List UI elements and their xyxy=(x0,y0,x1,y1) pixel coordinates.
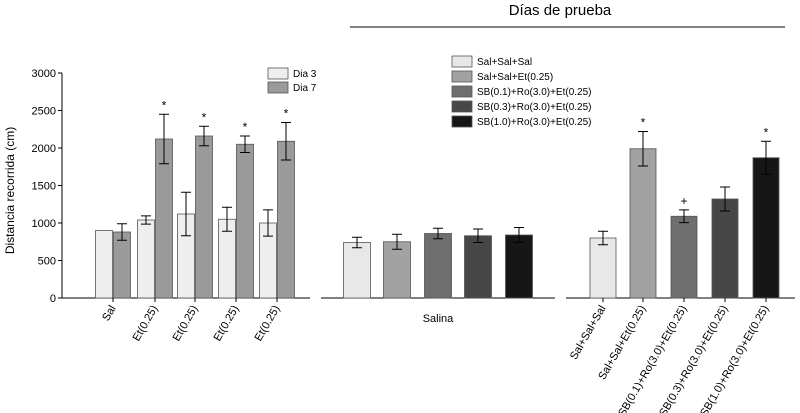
y-tick-label: 1000 xyxy=(32,218,56,230)
error-bar xyxy=(181,191,191,237)
error-bar xyxy=(240,135,250,153)
error-bar xyxy=(514,227,524,243)
bar xyxy=(629,148,657,299)
category-group: * Et(0.25) xyxy=(171,110,213,343)
error-bar xyxy=(117,223,127,241)
error-bar xyxy=(720,186,730,212)
error-bar xyxy=(199,125,209,147)
category-group: * Et(0.25) xyxy=(212,120,254,343)
legend-swatch xyxy=(451,85,473,98)
error-bar xyxy=(263,209,273,237)
error-bar xyxy=(392,233,402,250)
x-tick-label: Et(0.25) xyxy=(131,304,161,344)
bar xyxy=(505,234,533,299)
bar xyxy=(195,135,213,299)
error-bar xyxy=(159,113,169,165)
y-axis-label: Distancia recorrida (cm) xyxy=(3,127,17,254)
x-tick-label: Et(0.25) xyxy=(253,304,283,344)
error-bar xyxy=(352,236,362,249)
significance-mark: * xyxy=(243,120,248,134)
error-bar xyxy=(761,140,771,175)
x-tick-label: Sal xyxy=(100,304,118,324)
x-tick-label: Sal+Sal+Sal xyxy=(568,304,609,362)
legend-swatch xyxy=(451,55,473,68)
error-bar xyxy=(598,230,608,246)
y-tick-label: 0 xyxy=(50,293,56,305)
panel-treatments: Sal+Sal+Sal*Sal+Sal+Et(0.25)+SB(0.1)+Ro(… xyxy=(566,116,795,413)
error-bar xyxy=(679,209,689,224)
legend-label: Dia 7 xyxy=(293,83,317,94)
significance-mark: * xyxy=(162,98,167,112)
bar xyxy=(343,242,371,299)
y-tick-label: 2000 xyxy=(32,143,56,155)
bar xyxy=(589,237,617,299)
legend-label: SB(0.3)+Ro(3.0)+Et(0.25) xyxy=(477,102,592,113)
error-bar xyxy=(473,228,483,243)
bar xyxy=(424,233,452,299)
y-tick-label: 500 xyxy=(38,256,56,268)
legend-swatch xyxy=(267,67,289,80)
y-tick-label: 2500 xyxy=(32,106,56,118)
error-bar xyxy=(141,215,151,225)
x-axis-label: Salina xyxy=(423,313,454,325)
significance-mark: * xyxy=(284,107,289,121)
legend-label: Sal+Sal+Et(0.25) xyxy=(477,72,553,83)
error-bar xyxy=(638,131,648,167)
legend-label: Dia 3 xyxy=(293,69,317,80)
bar xyxy=(236,143,254,299)
bar xyxy=(752,157,780,299)
category-group: Sal xyxy=(95,223,131,324)
error-bar xyxy=(222,206,232,232)
x-tick-label: SB(1.0)+Ro(3.0)+Et(0.25) xyxy=(698,304,771,413)
bar xyxy=(670,215,698,299)
significance-mark: + xyxy=(680,194,687,208)
bar xyxy=(95,230,113,299)
x-tick-label: Et(0.25) xyxy=(212,304,242,344)
panel-salina: Salina Sal+Sal+Sal Sal+Sal+Et(0.25) SB(0.1)… xyxy=(321,55,592,325)
significance-mark: * xyxy=(764,125,769,139)
legend-label: SB(0.1)+Ro(3.0)+Et(0.25) xyxy=(477,87,592,98)
significance-mark: * xyxy=(641,116,646,130)
bar xyxy=(137,219,155,299)
panel-dia-3-dia-7: 0 500 1000 1500 2000 2500 3000 Distancia recorr… xyxy=(3,67,317,344)
y-tick-label: 3000 xyxy=(32,68,56,80)
error-bar xyxy=(433,227,443,240)
legend-label: Sal+Sal+Sal xyxy=(477,57,532,68)
bar xyxy=(383,241,411,299)
bar xyxy=(464,235,492,299)
legend: Sal+Sal+Sal Sal+Sal+Et(0.25) SB(0.1)+Ro(3.… xyxy=(451,55,592,128)
legend-swatch xyxy=(451,115,473,128)
bar xyxy=(113,231,131,299)
legend: Dia 3 Dia 7 xyxy=(267,67,317,94)
significance-mark: * xyxy=(202,110,207,124)
error-bar xyxy=(281,122,291,161)
header-title: Días de prueba xyxy=(509,2,612,19)
x-tick-label: Et(0.25) xyxy=(171,304,201,344)
legend-swatch xyxy=(451,100,473,113)
bar xyxy=(711,198,739,299)
category-group: * Et(0.25) xyxy=(131,98,173,343)
legend-label: SB(1.0)+Ro(3.0)+Et(0.25) xyxy=(477,117,592,128)
legend-swatch xyxy=(267,81,289,94)
category-group: * Et(0.25) xyxy=(253,107,295,344)
y-tick-label: 1500 xyxy=(32,181,56,193)
legend-swatch xyxy=(451,70,473,83)
bar xyxy=(277,140,295,299)
